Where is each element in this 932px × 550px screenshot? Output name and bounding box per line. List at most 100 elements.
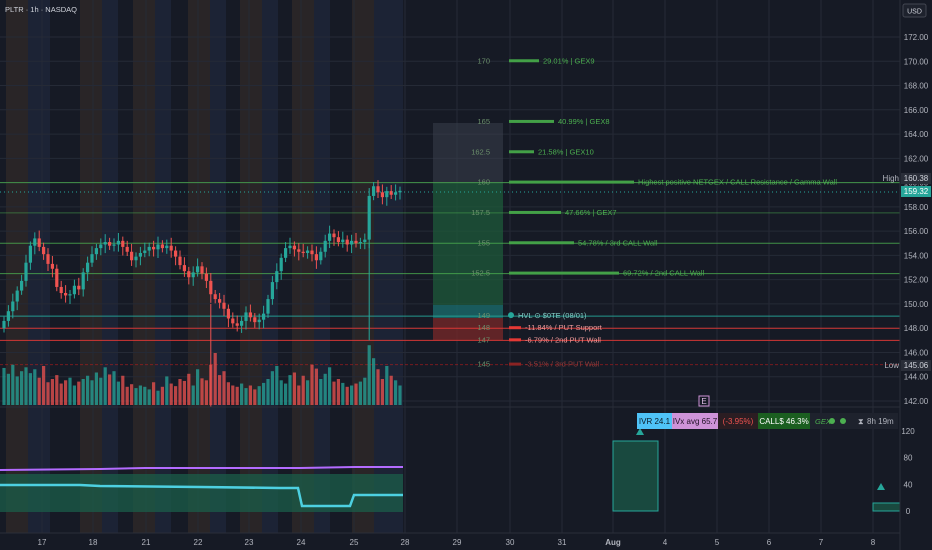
candle-body <box>11 301 15 312</box>
volume-bar <box>20 371 24 405</box>
volume-bar <box>385 366 389 405</box>
time-tick-label: 21 <box>142 538 151 547</box>
time-axis[interactable]: 17 18 21 22 23 24 25 28 29 30 31 Aug 4 5 6 7 8 <box>38 538 876 547</box>
volume-bar <box>64 380 68 405</box>
time-tick-label: 22 <box>194 538 203 547</box>
price-tick-label: 146.00 <box>904 348 929 357</box>
time-grid <box>41 0 874 533</box>
candle-body <box>314 254 318 261</box>
time-tick-label: 29 <box>453 538 462 547</box>
volume-bar <box>174 386 178 405</box>
currency-button[interactable]: USD <box>902 3 927 18</box>
session-stripe <box>262 0 278 533</box>
candle-body <box>297 249 301 252</box>
level-strike: 149 <box>477 311 490 320</box>
price-tick-label: 168.00 <box>904 82 929 91</box>
candle-body <box>328 233 332 241</box>
candle-body <box>354 240 358 244</box>
volume-bar <box>72 385 76 405</box>
candle-body <box>394 192 398 195</box>
volume-bar <box>160 386 164 405</box>
high-value: 160.38 <box>904 174 929 183</box>
volume-bar <box>394 380 398 405</box>
candle-body <box>200 266 204 274</box>
candle-body <box>50 263 54 269</box>
candle-body <box>24 262 28 281</box>
candle-body <box>138 252 142 257</box>
session-stripe <box>374 0 403 533</box>
volume-bar <box>143 386 147 405</box>
candle-body <box>244 312 248 321</box>
candle-body <box>72 285 76 295</box>
volume-bar <box>55 375 59 405</box>
volume-bar <box>134 388 138 405</box>
candle-body <box>191 272 195 278</box>
last-price-value: 159.32 <box>904 187 929 196</box>
volume-bars <box>2 345 402 405</box>
candle-body <box>94 248 98 255</box>
level-bar <box>509 362 521 366</box>
indicator-axis[interactable]: 120 80 40 0 <box>901 427 915 516</box>
session-stripe <box>240 0 262 533</box>
candle-body <box>182 265 186 272</box>
level-strike: 145 <box>477 360 490 369</box>
candle-body <box>332 233 336 238</box>
volume-bar <box>130 384 134 405</box>
candle-body <box>367 195 371 240</box>
volume-bar <box>358 381 362 405</box>
level-bar <box>509 210 561 214</box>
level-label: 54.78% / 3rd CALL Wall <box>578 238 658 247</box>
gex-dot-icon-2 <box>840 418 846 424</box>
level-strike: 147 <box>477 335 490 344</box>
candle-body <box>253 317 257 323</box>
candle-body <box>306 250 310 253</box>
volume-bar <box>169 383 173 405</box>
volume-bar <box>178 379 182 405</box>
candle-body <box>86 262 90 273</box>
candle-body <box>292 245 296 250</box>
volume-bar <box>182 380 186 405</box>
candle-body <box>55 268 59 287</box>
volume-bar <box>125 386 129 405</box>
level-label: Highest positive NETGEX / CALL Resistanc… <box>638 178 837 187</box>
last-price-marker: 159.32 <box>901 186 931 197</box>
volume-bar <box>187 373 191 405</box>
level-bar <box>509 326 521 330</box>
volume-bar <box>59 383 63 405</box>
level-bar <box>509 338 521 342</box>
volume-bar <box>99 377 103 405</box>
candle-body <box>266 299 270 314</box>
candle-body <box>147 246 151 251</box>
price-axis[interactable]: 172.00 170.00 168.00 166.00 164.00 162.00 160.… <box>904 33 929 406</box>
time-tick-label: 6 <box>767 538 772 547</box>
symbol-title: PLTR · 1h · NASDAQ <box>5 5 77 14</box>
session-stripe <box>155 0 171 533</box>
volume-bar <box>235 386 239 405</box>
candle-body <box>42 246 46 255</box>
time-tick-label: 25 <box>350 538 359 547</box>
volume-bar <box>42 366 46 405</box>
candle-body <box>81 272 85 290</box>
volume-bar <box>191 385 195 405</box>
volume-bar <box>354 383 358 405</box>
session-stripe <box>210 0 226 533</box>
candle-body <box>169 245 173 251</box>
candle-body <box>196 266 200 273</box>
candle-body <box>68 294 72 296</box>
level-strike: 148 <box>477 323 490 332</box>
candle-body <box>341 239 345 243</box>
level-strike: 165 <box>477 117 490 126</box>
candle-body <box>222 302 226 309</box>
forecast-bar <box>612 440 659 512</box>
volume-bar <box>244 388 248 405</box>
volume-bar <box>292 372 296 405</box>
high-label: High <box>883 174 899 183</box>
candle-body <box>2 320 6 329</box>
price-tick-label: 142.00 <box>904 397 929 406</box>
price-tick-label: 156.00 <box>904 227 929 236</box>
candle-body <box>288 245 292 249</box>
volume-bar <box>367 345 371 405</box>
earnings-marker[interactable]: E <box>698 395 710 407</box>
volume-bar <box>112 371 116 405</box>
